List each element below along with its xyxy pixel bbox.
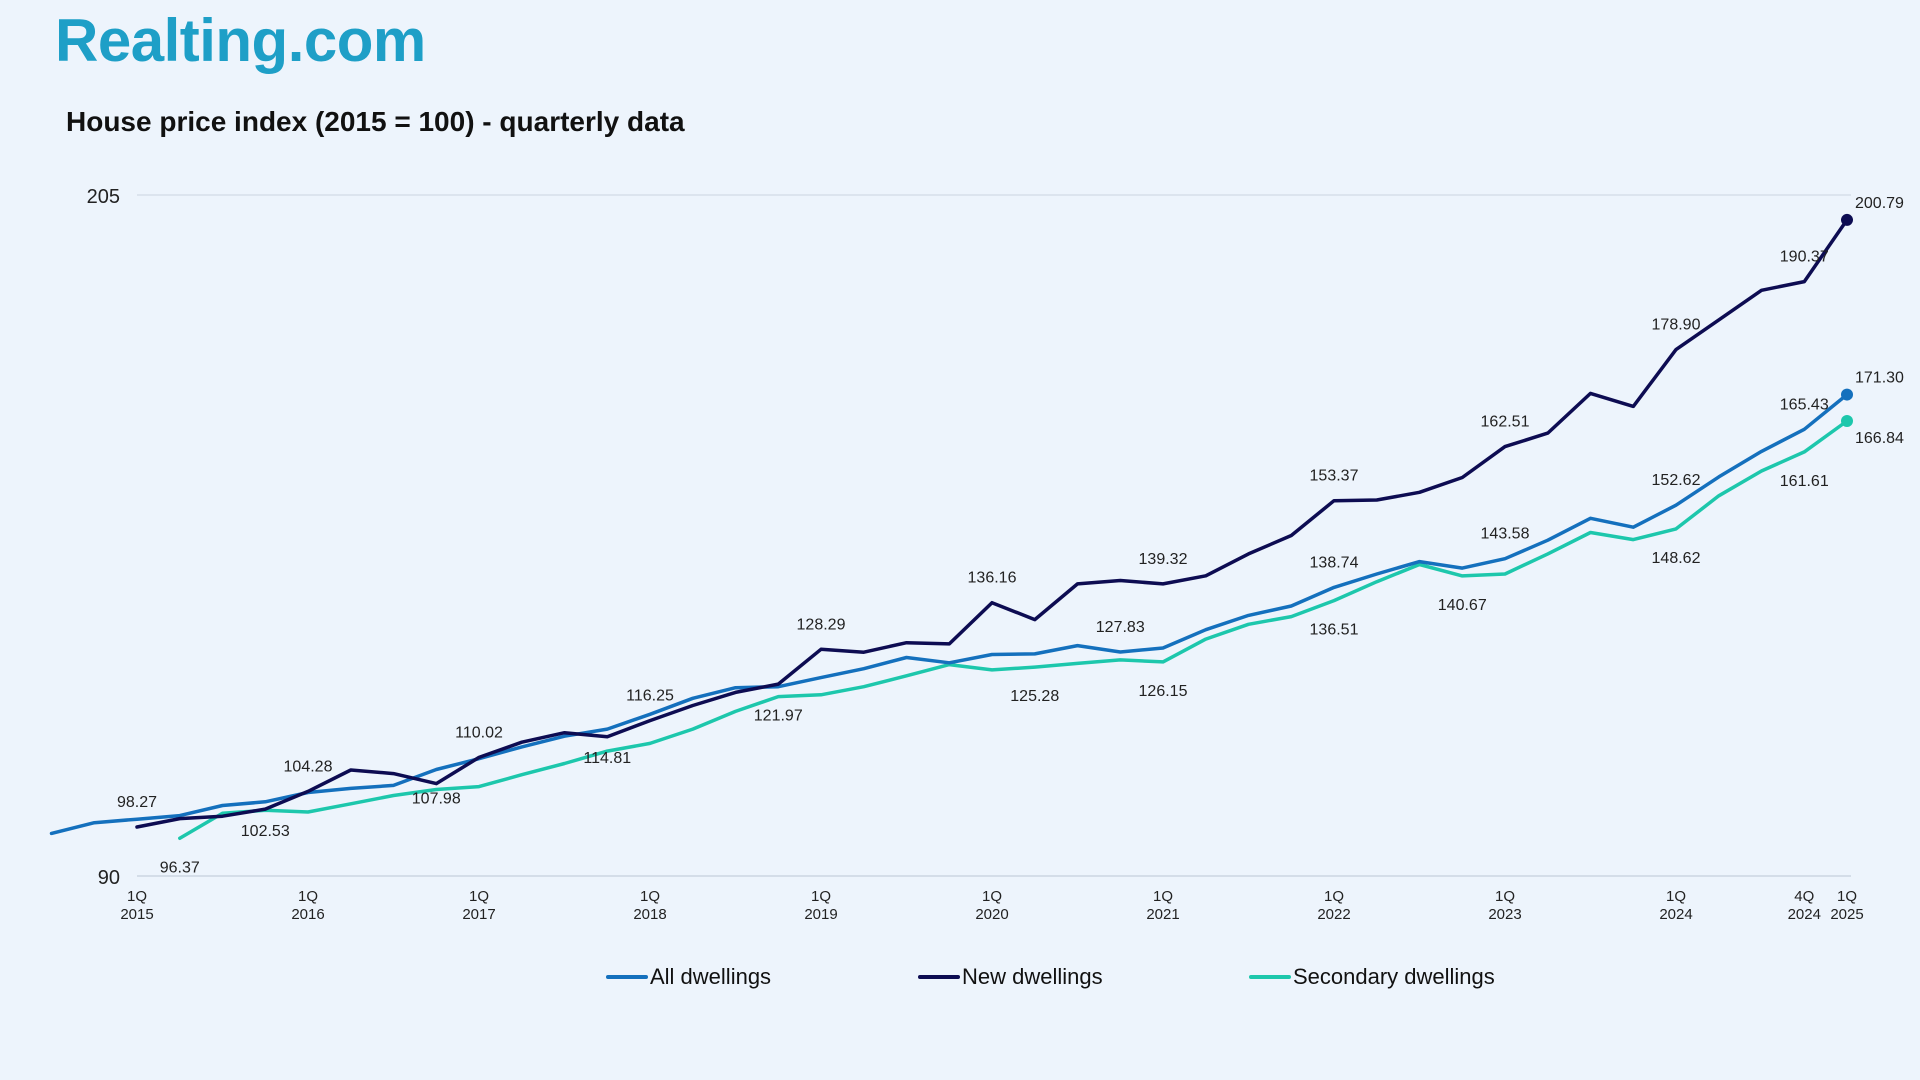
data-label: 166.84: [1855, 430, 1904, 447]
chart-title: House price index (2015 = 100) - quarter…: [66, 106, 685, 137]
data-label: 139.32: [1139, 551, 1188, 568]
data-label: 125.28: [1010, 688, 1059, 705]
data-label: 136.51: [1310, 622, 1359, 639]
x-tick-label: 1Q: [469, 888, 489, 905]
series-end-marker: [1841, 213, 1853, 226]
legend-label-all-dwellings: All dwellings: [650, 964, 772, 989]
y-tick-label: 90: [98, 867, 120, 889]
series-line-all-dwellings: [49, 392, 1849, 836]
x-tick-label: 1Q: [1837, 888, 1857, 905]
data-label: 128.29: [797, 616, 846, 633]
legend-label-new-dwellings: New dwellings: [962, 964, 1103, 989]
data-label: 161.61: [1780, 473, 1829, 490]
data-label: 153.37: [1310, 468, 1359, 485]
x-tick-label: 1Q: [127, 888, 147, 905]
data-label: 152.62: [1652, 472, 1701, 489]
data-label: 110.02: [455, 724, 503, 741]
data-label: 148.62: [1652, 550, 1701, 567]
legend-swatch-all-dwellings: [606, 975, 648, 979]
data-label: 178.90: [1652, 317, 1701, 334]
x-tick-label: 2020: [975, 906, 1008, 923]
data-label: 165.43: [1780, 396, 1829, 413]
data-label: 126.15: [1139, 683, 1188, 700]
series-end-marker: [1841, 414, 1853, 427]
data-label: 116.25: [626, 688, 674, 705]
x-tick-label: 2015: [120, 906, 153, 923]
x-tick-label: 2019: [804, 906, 837, 923]
legend-item-new-dwellings: New dwellings: [918, 964, 1103, 990]
data-label: 138.74: [1310, 554, 1359, 571]
x-tick-label: 2025: [1830, 906, 1863, 923]
data-label: 200.79: [1855, 195, 1904, 212]
x-tick-label: 2016: [291, 906, 324, 923]
brand-logo[interactable]: Realting.com: [55, 7, 426, 74]
data-label: 107.98: [412, 791, 461, 808]
x-tick-label: 4Q: [1794, 888, 1814, 905]
data-label: 102.53: [241, 823, 290, 840]
series-line-new-dwellings: [135, 218, 1849, 829]
x-tick-label: 1Q: [811, 888, 831, 905]
x-tick-label: 2017: [462, 906, 495, 923]
x-tick-label: 2018: [633, 906, 666, 923]
x-tick-label: 1Q: [1153, 888, 1173, 905]
x-tick-label: 2023: [1488, 906, 1521, 923]
x-tick-label: 1Q: [1324, 888, 1344, 905]
data-label: 96.37: [160, 859, 200, 876]
data-label: 171.30: [1855, 370, 1904, 387]
data-label: 98.27: [117, 794, 157, 811]
data-label: 121.97: [754, 708, 803, 725]
y-tick-label: 205: [87, 186, 120, 208]
x-tick-label: 1Q: [982, 888, 1002, 905]
data-label: 127.83: [1096, 619, 1145, 636]
legend-item-all-dwellings: All dwellings: [606, 964, 771, 990]
legend-item-secondary-dwellings: Secondary dwellings: [1249, 964, 1495, 990]
series-end-marker: [1841, 388, 1853, 401]
legend-label-secondary-dwellings: Secondary dwellings: [1293, 964, 1495, 989]
x-tick-label: 2022: [1317, 906, 1350, 923]
data-label: 162.51: [1481, 414, 1530, 431]
x-tick-label: 1Q: [298, 888, 318, 905]
data-label: 190.37: [1780, 249, 1829, 266]
data-label: 136.16: [968, 570, 1017, 587]
data-label: 104.28: [284, 758, 333, 775]
series-line-secondary-dwellings: [178, 419, 1849, 841]
data-label: 143.58: [1481, 526, 1530, 543]
line-chart: 902051Q20151Q20161Q20171Q20181Q20191Q202…: [49, 186, 1904, 923]
legend-swatch-new-dwellings: [918, 975, 960, 979]
legend-swatch-secondary-dwellings: [1249, 975, 1291, 979]
x-tick-label: 1Q: [640, 888, 660, 905]
x-tick-label: 1Q: [1495, 888, 1515, 905]
x-tick-label: 2021: [1146, 906, 1179, 923]
data-label: 140.67: [1438, 597, 1487, 614]
x-tick-label: 1Q: [1666, 888, 1686, 905]
data-label: 114.81: [583, 750, 631, 767]
chart-legend: All dwellings New dwellings Secondary dw…: [0, 964, 1920, 998]
x-tick-label: 2024: [1659, 906, 1692, 923]
x-tick-label: 2024: [1788, 906, 1821, 923]
